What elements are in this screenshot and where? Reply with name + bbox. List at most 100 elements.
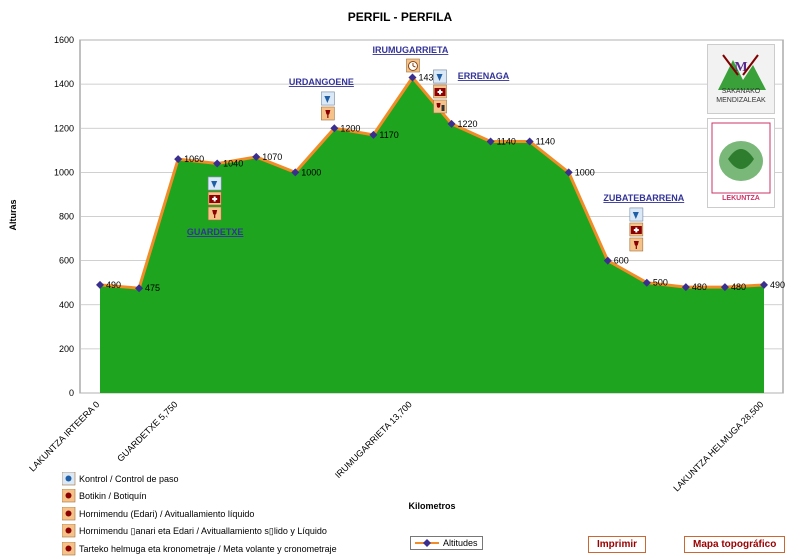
y-axis-label: Alturas <box>8 199 18 230</box>
data-label: 490 <box>106 280 121 290</box>
icon-glyph <box>325 110 331 115</box>
series-name: Altitudes <box>443 538 478 548</box>
legend-label: Tarteko helmuga eta kronometraje / Meta … <box>79 543 337 554</box>
icon-glyph <box>632 212 639 219</box>
data-point <box>447 119 456 128</box>
food-drink-icon <box>433 99 447 114</box>
control-icon <box>321 91 335 106</box>
data-point <box>252 152 261 161</box>
legend-label: Hornimendu (Edari) / Avituallamiento líq… <box>79 508 255 519</box>
stopwatch-icon <box>62 541 76 556</box>
club-name-label-2: LEKUNTZA <box>722 195 760 202</box>
data-label: 1140 <box>497 136 516 146</box>
icon-glyph <box>633 229 639 231</box>
club-logo-sakanako: M SAKANAKO MENDIZALEAK <box>707 44 775 114</box>
club-logo-lekuntza: LEKUNTZA <box>707 118 775 208</box>
data-label: 1000 <box>575 167 595 177</box>
icon-glyph <box>212 198 218 200</box>
data-point <box>291 168 300 177</box>
station-label: ERRENAGA <box>458 71 510 81</box>
chart-title: PERFIL - PERFILA <box>348 10 453 24</box>
station-label: URDANGOENE <box>289 77 354 87</box>
data-point <box>642 278 651 287</box>
data-point <box>369 130 378 139</box>
data-label: 1220 <box>458 119 478 129</box>
icon-glyph <box>437 91 443 93</box>
water-icon <box>62 506 76 521</box>
elevation-area <box>100 77 764 393</box>
icon-glyph <box>441 105 445 111</box>
data-label: 480 <box>692 282 707 292</box>
stopwatch-icon <box>406 58 420 73</box>
first-aid-icon <box>207 191 222 206</box>
data-label: 600 <box>614 256 629 266</box>
icon-glyph <box>633 241 639 246</box>
icon-glyph <box>436 103 441 108</box>
legend-item: Botikin / Botiquín <box>62 488 337 506</box>
control-icon <box>433 69 447 84</box>
y-tick-label: 1200 <box>54 123 74 133</box>
data-label: 1000 <box>301 167 321 177</box>
data-point <box>525 137 534 146</box>
legend-label: Hornimendu ▯anari eta Edari / Avituallam… <box>79 525 327 536</box>
data-label: 480 <box>731 282 746 292</box>
data-point <box>135 284 144 293</box>
water-icon <box>207 206 222 221</box>
water-icon <box>321 106 335 121</box>
legend-label: Botikin / Botiquín <box>79 491 147 502</box>
svg-text:M: M <box>734 60 747 75</box>
data-point <box>681 283 690 292</box>
y-tick-label: 800 <box>59 212 74 222</box>
icon-glyph <box>436 74 443 81</box>
altitudes-line <box>99 76 765 290</box>
data-label: 475 <box>145 283 160 293</box>
first-aid-icon <box>433 84 447 99</box>
y-tick-label: 400 <box>59 300 74 310</box>
station-label: IRUMUGARRIETA <box>373 45 449 55</box>
data-point <box>720 283 729 292</box>
first-aid-icon <box>62 489 76 503</box>
y-tick-label: 600 <box>59 256 74 266</box>
legend-item: Kontrol / Control de paso <box>62 470 337 488</box>
y-tick-label: 1600 <box>54 35 74 45</box>
data-label: 490 <box>770 280 785 290</box>
data-point <box>760 280 768 289</box>
series-swatch <box>415 539 439 547</box>
data-label: 1040 <box>223 159 243 169</box>
legend-item: Tarteko helmuga eta kronometraje / Meta … <box>62 540 337 558</box>
x-tick-label: GUARDETXE 5,750 <box>115 399 179 463</box>
print-button[interactable]: Imprimir <box>588 536 647 553</box>
data-point <box>174 155 183 164</box>
data-point <box>213 159 222 168</box>
data-label: 1170 <box>379 130 398 140</box>
station-label: GUARDETXE <box>187 227 244 237</box>
data-point <box>564 168 573 177</box>
station-label: ZUBATEBARRENA <box>603 193 684 203</box>
series-legend: Altitudes <box>410 536 483 550</box>
topographic-map-button[interactable]: Mapa topográfico <box>684 536 786 553</box>
icon-legend: Kontrol / Control de paso Botikin / Botiq… <box>62 470 337 558</box>
y-tick-label: 1400 <box>54 79 74 89</box>
legend-item: Hornimendu (Edari) / Avituallamiento líq… <box>62 505 337 523</box>
data-point <box>603 256 612 265</box>
icon-glyph <box>211 181 218 188</box>
y-tick-label: 0 <box>69 388 74 398</box>
x-tick-label: LAKUNTZA IRTEERA 0 <box>27 399 101 473</box>
data-label: 1140 <box>536 136 555 146</box>
x-tick-label: IRUMUGARRIETA 13,700 <box>333 399 414 480</box>
data-label: 1200 <box>340 123 360 133</box>
legend-label: Kontrol / Control de paso <box>79 473 179 484</box>
control-icon <box>62 471 76 486</box>
control-icon <box>629 207 644 222</box>
data-label: 1060 <box>184 154 204 164</box>
data-point <box>96 280 104 289</box>
food-drink-icon <box>62 524 76 538</box>
data-point <box>330 124 339 133</box>
x-tick-label: LAKUNTZA HELMUGA 28,500 <box>671 399 765 493</box>
icon-glyph <box>212 210 218 215</box>
data-point <box>408 73 417 82</box>
y-tick-label: 1000 <box>54 167 74 177</box>
control-icon <box>207 176 222 191</box>
first-aid-icon <box>629 222 644 237</box>
